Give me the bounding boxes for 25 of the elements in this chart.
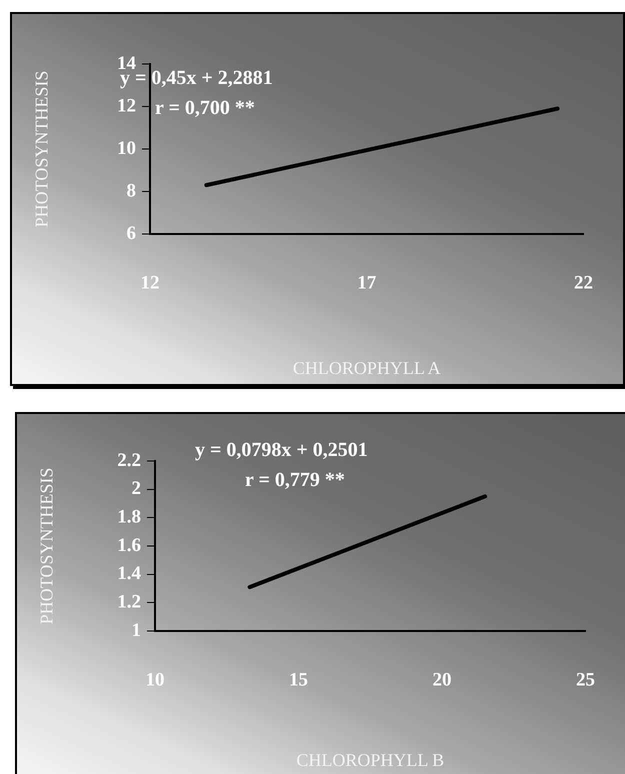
x-tick-label: 10 xyxy=(146,669,164,690)
y-tick-label: 10 xyxy=(117,138,136,159)
x-tick-label: 22 xyxy=(574,272,593,294)
y-tick-label: 1 xyxy=(132,620,141,641)
annotation: r = 0,779 ** xyxy=(245,469,345,492)
y-tick-label: 8 xyxy=(126,180,136,202)
annotation: y = 0,0798x + 0,2501 xyxy=(195,439,368,462)
y-tick-label: 2.2 xyxy=(117,450,141,471)
y-tick-label: 2 xyxy=(132,478,141,500)
y-tick-label: 1.8 xyxy=(117,506,141,528)
x-tick-label: 25 xyxy=(576,669,595,690)
y-tick-label: 1.2 xyxy=(117,592,141,613)
x-tick-label: 15 xyxy=(289,669,308,690)
y-tick-label: 14 xyxy=(117,52,136,74)
x-axis-title: CHLOROPHYLL B xyxy=(296,750,444,770)
y-tick-label: 12 xyxy=(117,95,136,116)
y-axis-title: PHOTOSYNTHESIS xyxy=(32,70,52,228)
y-tick-label: 1.6 xyxy=(117,534,141,556)
y-tick-label: 6 xyxy=(126,222,136,244)
y-tick-label: 1.4 xyxy=(117,563,142,584)
x-tick-label: 20 xyxy=(432,669,452,690)
x-axis-title: CHLOROPHYLL A xyxy=(292,358,441,378)
annotation: r = 0,700 ** xyxy=(155,97,255,120)
y-axis-title: PHOTOSYNTHESIS xyxy=(36,468,57,624)
x-tick-label: 17 xyxy=(357,272,377,294)
